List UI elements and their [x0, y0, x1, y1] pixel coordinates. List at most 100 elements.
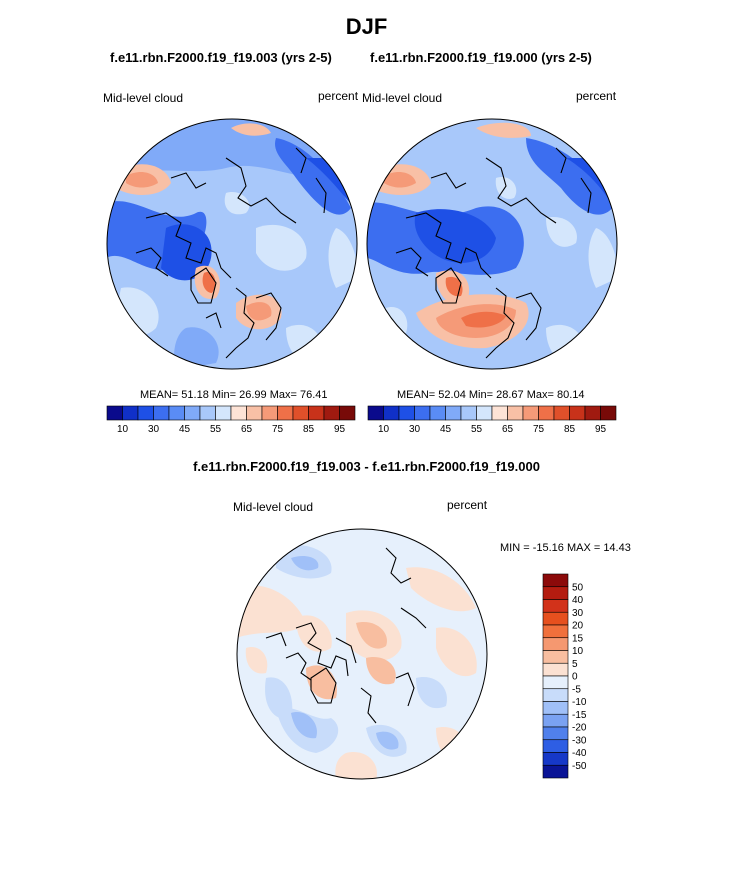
panel-2-colorbar-swatch [445, 405, 462, 421]
panel-1-colorbar-swatch [261, 405, 278, 421]
panel-2-colorbar-tick-label: 10 [378, 424, 390, 435]
panel-2-colorbar-tick-label: 30 [409, 424, 421, 435]
panel-1-colorbar-tick-label: 30 [148, 424, 160, 435]
difference-polar-map [236, 528, 488, 780]
panel-1-colorbar-swatch [230, 405, 247, 421]
panel-2-mean-value: 52.04 [438, 389, 466, 401]
panel-2-colorbar-swatch [507, 405, 524, 421]
difference-colorbar-swatch [542, 713, 569, 728]
panel-1-min-label: Min= [211, 389, 237, 401]
panel-2-colorbar-tick-label: 95 [595, 424, 607, 435]
difference-colorbar-tick-label: 5 [572, 659, 578, 670]
panel-2-colorbar-swatch [414, 405, 431, 421]
panel-1-colorbar: 10 30 45 55 65 75 85 95 [106, 405, 356, 435]
difference-colorbar-swatch [542, 650, 569, 664]
panel-1-colorbar-swatch [153, 405, 170, 421]
difference-colorbar-swatch [542, 637, 569, 651]
difference-colorbar-swatch [542, 688, 569, 702]
panel-2-colorbar-tick-label: 55 [471, 424, 483, 435]
panel-1-max-label: Max= [269, 389, 297, 401]
difference-colorbar-tick-label: -30 [572, 735, 587, 746]
panel-1-colorbar-swatch [215, 405, 232, 421]
panel-2-colorbar-swatch [584, 405, 601, 421]
difference-colorbar-tick-label: -20 [572, 723, 587, 734]
panel-1-polar-map [106, 118, 358, 370]
panel-2-units-label: percent [576, 89, 617, 103]
panel-1-colorbar-swatch [122, 405, 139, 421]
panel-1-colorbar-swatch [323, 405, 340, 421]
panel-2-colorbar-tick-label: 45 [440, 424, 452, 435]
difference-colorbar-swatch [542, 586, 569, 600]
panel-2-colorbar-swatch [522, 405, 539, 421]
difference-colorbar-swatch [542, 599, 569, 613]
panel-1-min-value: 26.99 [239, 389, 267, 401]
difference-colorbar-tick-label: 40 [572, 595, 584, 606]
panel-1-colorbar-swatch [292, 405, 309, 421]
panel-1-units-label: percent [318, 89, 359, 103]
panel-2-polar-map [366, 118, 618, 370]
difference-colorbar-tick-label: 15 [572, 633, 584, 644]
panel-2-colorbar-swatch [553, 405, 570, 421]
difference-colorbar-swatch [542, 675, 569, 690]
panel-1-colorbar-tick-label: 85 [303, 424, 315, 435]
difference-colorbar-swatch [542, 662, 569, 677]
panel-1-colorbar-swatch [168, 405, 185, 421]
difference-colorbar-swatch [542, 611, 569, 626]
difference-colorbar-tick-label: 0 [572, 672, 578, 683]
panel-2-case-title: f.e11.rbn.F2000.f19_f19.000 (yrs 2-5) [370, 50, 592, 65]
diff-minmax: MIN = -15.16 MAX = 14.43 [500, 542, 631, 554]
panel-2-colorbar: 10 30 45 55 65 75 85 95 [367, 405, 617, 435]
panel-1-mean-label: MEAN= [140, 389, 179, 401]
panel-1-colorbar-swatch [308, 405, 325, 421]
panel-2-colorbar-tick-label: 65 [502, 424, 514, 435]
panel-2-mean-label: MEAN= [397, 389, 436, 401]
difference-title: f.e11.rbn.F2000.f19_f19.003 - f.e11.rbn.… [193, 459, 540, 474]
difference-colorbar-swatch [542, 701, 569, 715]
panel-1-colorbar-swatch [137, 405, 154, 421]
panel-2-colorbar-swatch [383, 405, 400, 421]
panel-1-colorbar-swatch [106, 405, 123, 421]
figure-title: DJF [345, 14, 388, 39]
panel-2-colorbar-swatch [476, 405, 493, 421]
difference-colorbar-swatch [542, 726, 569, 741]
panel-2-colorbar-swatch [460, 405, 477, 421]
panel-2-colorbar-swatch [429, 405, 446, 421]
panel-2-min-label: Min= [468, 389, 494, 401]
difference-colorbar-tick-label: 30 [572, 608, 584, 619]
panel-1-colorbar-tick-label: 45 [179, 424, 191, 435]
panel-1-colorbar-tick-label: 65 [241, 424, 253, 435]
difference-colorbar-swatch [542, 764, 569, 779]
difference-colorbar-tick-label: 10 [572, 646, 584, 657]
panel-1-stats: MEAN= 51.18 Min= 26.99 Max= 76.41 [140, 389, 328, 401]
panel-2-colorbar-swatch [491, 405, 508, 421]
difference-colorbar-swatch [542, 573, 569, 588]
panel-1-colorbar-tick-label: 75 [272, 424, 284, 435]
difference-colorbar-tick-label: -10 [572, 697, 587, 708]
panel-2-colorbar-swatch [538, 405, 555, 421]
panel-1-colorbar-tick-label: 55 [210, 424, 222, 435]
diff-field-label: Mid-level cloud [233, 500, 314, 514]
panel-2-max-label: Max= [526, 389, 554, 401]
panel-1-colorbar-tick-label: 95 [334, 424, 346, 435]
panel-1-mean-value: 51.18 [181, 389, 209, 401]
panel-1-colorbar-swatch [199, 405, 216, 421]
panel-1-colorbar-swatch [246, 405, 263, 421]
panel-2-colorbar-swatch [600, 405, 617, 421]
panel-1-case-title: f.e11.rbn.F2000.f19_f19.003 (yrs 2-5) [110, 50, 332, 65]
difference-colorbar-tick-label: 20 [572, 621, 584, 632]
panel-2-colorbar-tick-label: 85 [564, 424, 576, 435]
panel-1-colorbar-tick-label: 10 [117, 424, 129, 435]
panel-2-max-value: 80.14 [556, 389, 585, 401]
panel-2-colorbar-swatch [569, 405, 586, 421]
panel-1-colorbar-swatch [277, 405, 294, 421]
panel-2-field-label: Mid-level cloud [362, 91, 443, 105]
panel-2-min-value: 28.67 [496, 389, 524, 401]
difference-colorbar-tick-label: -50 [572, 761, 587, 772]
panel-2-stats: MEAN= 52.04 Min= 28.67 Max= 80.14 [397, 389, 585, 401]
difference-colorbar-swatch [542, 739, 569, 753]
panel-1-colorbar-swatch [184, 405, 201, 421]
panel-2-colorbar-tick-label: 75 [533, 424, 545, 435]
panel-1-colorbar-swatch [339, 405, 356, 421]
difference-colorbar-tick-label: -15 [572, 710, 587, 721]
